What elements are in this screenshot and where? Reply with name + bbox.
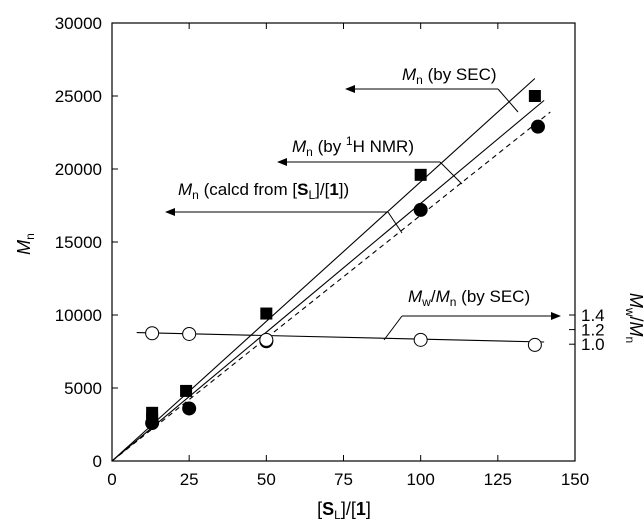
point-filled-circle — [530, 119, 545, 134]
x-tick-label: 125 — [484, 470, 512, 489]
point-open-circle — [259, 332, 274, 347]
point-square — [180, 384, 193, 397]
y-tick-label: 25000 — [55, 87, 102, 106]
right-tick-label: 1.4 — [581, 306, 605, 325]
point-open-circle — [413, 332, 428, 347]
y-tick-label: 30000 — [55, 14, 102, 33]
point-open-circle — [145, 326, 160, 341]
x-tick-label: 75 — [334, 470, 353, 489]
point-square — [528, 90, 541, 102]
x-tick-label: 50 — [257, 470, 276, 489]
point-filled-circle — [413, 202, 428, 217]
annotation-nmr-label: Mn (by 1H NMR) — [292, 134, 414, 159]
axis-ticks: 0 25 50 75 100 125 150 0 5000 10000 15000 20000 2500… — [55, 14, 605, 489]
x-axis-title: [SL]/[1] — [317, 499, 371, 522]
y-tick-label: 20000 — [55, 160, 102, 179]
right-tick-label: 1.2 — [581, 321, 605, 340]
point-filled-circle — [145, 416, 160, 431]
annotation-pdi-leader — [383, 315, 403, 341]
x-tick-label: 100 — [406, 470, 434, 489]
x-tick-label: 25 — [180, 470, 199, 489]
annotation-sec-label: Mn (by SEC) — [402, 65, 497, 87]
y-tick-label: 0 — [93, 452, 102, 471]
data-points — [145, 90, 545, 431]
y-tick-label: 10000 — [55, 306, 102, 325]
point-square — [260, 307, 273, 320]
y-tick-label: 5000 — [64, 379, 102, 398]
point-open-circle — [527, 337, 542, 352]
fit-line-3 — [136, 331, 545, 343]
annotation-sec-leader — [497, 88, 519, 113]
annotations: Mn (by SEC) Mn (by 1H NMR) Mn (calcd from … — [165, 65, 561, 341]
annotation-pdi-label: Mw/Mn (by SEC) — [408, 287, 530, 309]
point-filled-circle — [182, 401, 197, 416]
point-square — [414, 168, 427, 181]
annotation-nmr-leader — [439, 161, 463, 185]
y-axis-title: Mn — [14, 233, 37, 255]
fit-line-1 — [111, 99, 545, 462]
annotation-calcd-leader — [387, 211, 403, 234]
x-tick-label: 0 — [107, 470, 116, 489]
annotation-calcd-label: Mn (calcd from [SL]/[1]) — [178, 180, 349, 202]
fit-line-0 — [111, 78, 536, 462]
y-tick-label: 15000 — [55, 233, 102, 252]
x-tick-label: 150 — [561, 470, 589, 489]
fit-lines — [111, 78, 551, 462]
right-tick-label: 1.0 — [581, 335, 605, 354]
right-axis-title: Mw/Mn — [623, 293, 644, 343]
point-open-circle — [182, 326, 197, 341]
